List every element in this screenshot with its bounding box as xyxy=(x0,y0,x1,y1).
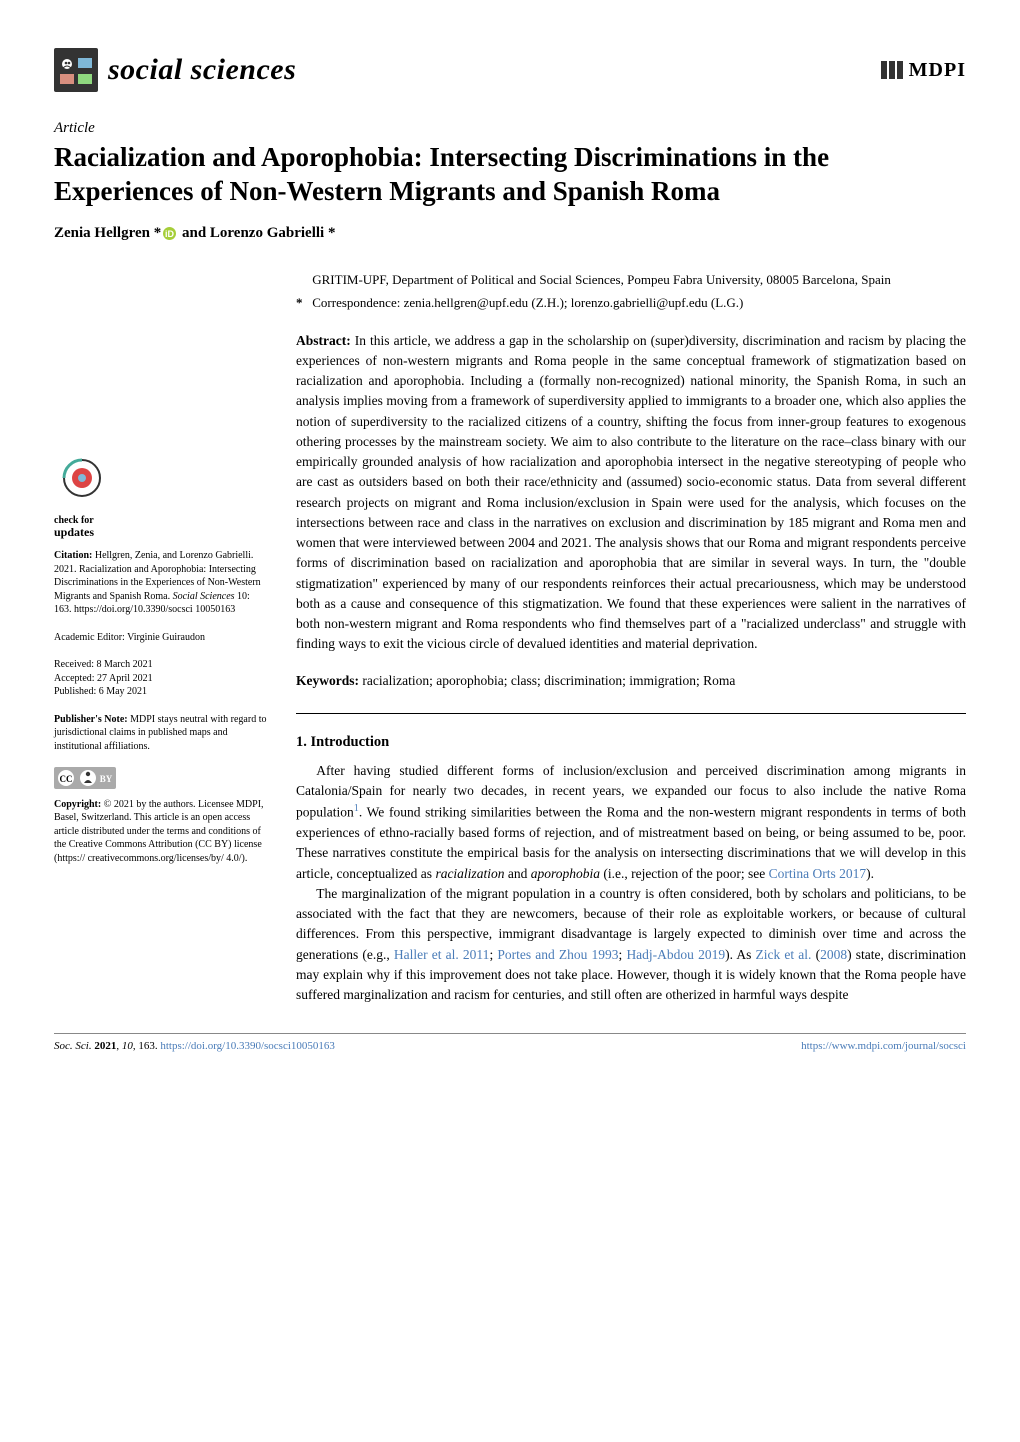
citation-link-zick[interactable]: Zick et al. xyxy=(756,947,812,962)
citation-link-cortina[interactable]: Cortina Orts 2017 xyxy=(769,866,867,881)
editor-block: Academic Editor: Virginie Guiraudon xyxy=(54,631,268,645)
page-footer: Soc. Sci. 2021, 10, 163. https://doi.org… xyxy=(54,1033,966,1052)
journal-icon xyxy=(54,48,98,92)
editor-name: Virginie Guiraudon xyxy=(127,632,205,643)
article-authors: Zenia Hellgren *iD and Lorenzo Gabrielli… xyxy=(54,225,966,242)
abstract-label: Abstract: xyxy=(296,333,351,348)
intro-paragraph-1: After having studied different forms of … xyxy=(296,761,966,884)
keywords-text: racialization; aporophobia; class; discr… xyxy=(362,673,735,688)
updates-label: updates xyxy=(54,525,94,539)
affiliation: GRITIM-UPF, Department of Political and … xyxy=(320,270,966,290)
date-received: Received: 8 March 2021 xyxy=(54,658,268,672)
journal-brand: social sciences xyxy=(54,48,296,92)
article-title: Racialization and Aporophobia: Intersect… xyxy=(54,141,966,209)
svg-text:iD: iD xyxy=(165,229,175,239)
copyright-label: Copyright: xyxy=(54,799,101,810)
check-updates-icon xyxy=(54,456,110,512)
orcid-icon[interactable]: iD xyxy=(163,227,176,240)
doi-link[interactable]: https://doi.org/10.3390/socsci10050163 xyxy=(160,1040,335,1052)
editor-label: Academic Editor: xyxy=(54,632,127,643)
keywords-label: Keywords: xyxy=(296,673,359,688)
intro-paragraph-2: The marginalization of the migrant popul… xyxy=(296,884,966,1006)
citation-label: Citation: xyxy=(54,550,92,561)
dates-block: Received: 8 March 2021 Accepted: 27 Apri… xyxy=(54,658,268,699)
journal-url-link[interactable]: https://www.mdpi.com/journal/socsci xyxy=(801,1040,966,1052)
date-accepted: Accepted: 27 April 2021 xyxy=(54,672,268,686)
footer-left: Soc. Sci. 2021, 10, 163. https://doi.org… xyxy=(54,1040,335,1052)
citation-link-portes[interactable]: Portes and Zhou 1993 xyxy=(497,947,618,962)
keywords: Keywords: racialization; aporophobia; cl… xyxy=(296,671,966,691)
citation-block: Citation: Hellgren, Zenia, and Lorenzo G… xyxy=(54,549,268,617)
pubnote-label: Publisher's Note: xyxy=(54,714,128,725)
page-header: social sciences MDPI xyxy=(54,48,966,92)
publisher-name: MDPI xyxy=(909,59,966,82)
journal-name: social sciences xyxy=(108,53,296,87)
article-type-label: Article xyxy=(54,120,966,137)
cc-by-icon: CC BY xyxy=(54,767,116,789)
section-divider xyxy=(296,713,966,714)
copyright-block: CC BY Copyright: © 2021 by the authors. … xyxy=(54,767,268,865)
citation-journal: Social Sciences xyxy=(173,591,235,602)
citation-link-haller[interactable]: Haller et al. 2011 xyxy=(394,947,490,962)
citation-link-hadj[interactable]: Hadj-Abdou 2019 xyxy=(626,947,725,962)
publishers-note-block: Publisher's Note: MDPI stays neutral wit… xyxy=(54,713,268,754)
check-updates-widget[interactable]: check for updates xyxy=(54,456,268,540)
mdpi-icon xyxy=(879,57,905,83)
correspondence: * Correspondence: zenia.hellgren@upf.edu… xyxy=(320,293,966,313)
footer-right: https://www.mdpi.com/journal/socsci xyxy=(801,1040,966,1052)
abstract-text: In this article, we address a gap in the… xyxy=(296,333,966,652)
citation-link-zick-year[interactable]: 2008 xyxy=(820,947,847,962)
svg-text:BY: BY xyxy=(100,774,113,784)
sidebar-column: check for updates Citation: Hellgren, Ze… xyxy=(54,270,268,1006)
abstract: Abstract: In this article, we address a … xyxy=(296,331,966,655)
main-column: GRITIM-UPF, Department of Political and … xyxy=(296,270,966,1006)
section-heading-intro: 1. Introduction xyxy=(296,734,966,751)
svg-text:CC: CC xyxy=(60,774,73,784)
publisher-logo: MDPI xyxy=(879,57,966,83)
date-published: Published: 6 May 2021 xyxy=(54,685,268,699)
